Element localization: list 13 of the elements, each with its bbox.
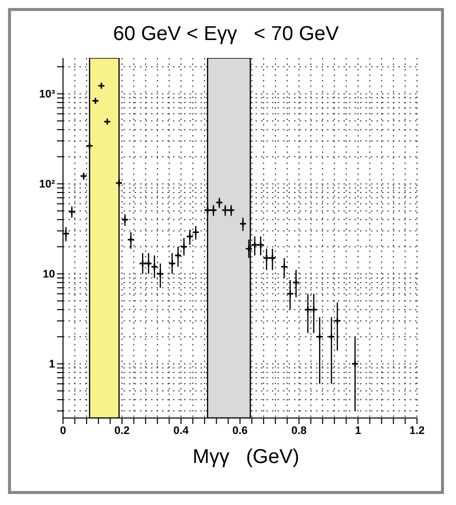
y-tick-label: 10² bbox=[39, 178, 56, 191]
x-tick-label: 0.4 bbox=[173, 424, 190, 437]
x-tick-label: 1.2 bbox=[409, 424, 425, 437]
y-tick-label: 10³ bbox=[39, 88, 56, 101]
x-tick-label: 0.8 bbox=[291, 424, 307, 437]
x-tick-label: 0 bbox=[60, 424, 66, 437]
y-tick-label: 1 bbox=[48, 358, 55, 371]
x-axis-title: Mγγ (GeV) bbox=[192, 446, 300, 469]
x-tick-label: 0.2 bbox=[114, 424, 130, 437]
x-tick-label: 0.6 bbox=[232, 424, 248, 437]
x-tick-label: 1 bbox=[354, 424, 362, 437]
y-tick-label: 10 bbox=[42, 268, 55, 281]
chart-title: 60 GeV < Eγγ < 70 GeV bbox=[112, 23, 340, 46]
